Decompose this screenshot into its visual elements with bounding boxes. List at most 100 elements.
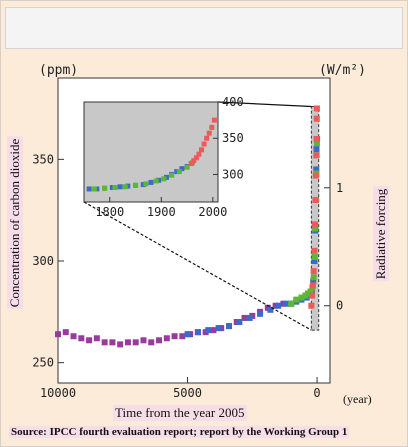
data-point-green [310,274,317,281]
inset-data-point-green [91,186,97,192]
inset-data-point-red [201,141,207,147]
inset-data-point-red [211,117,217,123]
inset-data-point-green [161,176,167,182]
inset-y-tick-label: 400 [222,95,244,109]
header-box [5,7,403,49]
inset-data-point-red [206,130,212,136]
inset-data-point-blue [179,166,185,172]
data-point-green [307,288,314,295]
inset-data-point-red [199,147,205,153]
inset-data-point-green [184,164,190,170]
data-point-green [293,296,300,303]
inset-data-point-blue [163,174,169,180]
data-point-blue [267,306,274,313]
inset-data-point-red [209,124,215,130]
data-point-purple [132,339,139,346]
data-point-blue [246,314,253,321]
data-point-blue [236,319,243,325]
inset-data-point-blue [140,182,146,188]
x-axis-unit: (year) [343,392,372,406]
inset-y-tick-label: 350 [222,131,244,145]
zoom-line-bottom [83,201,312,331]
highlight-band [310,105,320,331]
data-point-red [313,152,320,159]
inset-data-point-green [112,185,118,191]
data-point-red [311,221,318,228]
x-tick-label: 0 [313,386,320,400]
data-point-red [313,115,320,122]
data-point-purple [78,335,85,342]
data-point-blue [313,166,320,173]
inset-x-tick-label: 1900 [147,205,176,219]
data-point-red [309,292,316,299]
data-point-blue [257,310,264,317]
data-point-blue [313,146,320,153]
data-point-purple [62,329,69,336]
data-point-green [298,294,305,301]
inset-data-point-green [176,169,182,175]
inset-data-point-red [193,155,199,161]
data-point-purple [70,333,77,340]
inset-data-point-green [122,184,128,190]
inset-data-point-blue [174,169,180,175]
data-point-purple [156,337,163,344]
data-point-blue [275,302,282,309]
inset-data-point-blue [117,184,123,190]
data-point-purple [55,331,61,338]
inset-data-point-red [196,151,202,157]
y-right-tick-label: 0 [336,299,343,313]
y-tick-label: 300 [32,254,54,268]
data-point-red [310,268,317,275]
data-point-blue [310,278,317,285]
data-point-green [288,300,295,307]
data-point-purple [140,337,147,344]
data-point-purple [171,333,178,340]
data-point-purple [163,335,170,342]
data-point-red [309,282,316,289]
inset-x-tick-label: 2000 [198,205,227,219]
data-point-purple [179,333,186,340]
inset-data-point-green [169,172,175,178]
data-point-red [312,197,319,203]
data-point-blue [194,329,201,336]
source-note: Source: IPCC fourth evaluation report; r… [9,426,350,438]
inset-data-point-red [188,161,194,167]
data-point-blue [205,327,212,334]
inset-data-point-green [102,185,108,191]
inset-data-point-blue [109,185,115,191]
data-point-purple [117,341,124,348]
data-point-blue [215,325,222,332]
inset-data-point-green [143,181,149,187]
x-axis-title: Time from the year 2005 [113,405,247,421]
data-point-blue [311,258,318,264]
inset-plot-area [83,101,219,203]
inset-data-point-red [204,135,210,141]
zoom-line-top [217,101,312,108]
inset-data-point-blue [125,183,131,189]
data-point-red [311,247,318,254]
data-point-purple [93,335,100,342]
data-point-purple [148,339,155,346]
data-point-blue [282,300,289,307]
data-point-purple [109,339,116,346]
inset-x-tick-label: 1800 [95,205,124,219]
inset-data-point-blue [156,177,162,183]
data-point-purple [210,327,217,334]
data-point-purple [124,339,131,346]
data-point-blue [184,331,191,338]
data-point-purple [241,314,248,321]
inset-data-point-green [153,178,159,184]
data-point-green [313,140,320,147]
data-point-red [313,136,320,142]
data-point-blue [225,323,232,330]
y-axis-unit-left: (ppm) [39,63,79,78]
inset-data-point-blue [94,186,100,192]
data-point-purple [86,337,93,344]
x-tick-label: 10000 [40,386,76,400]
inset-data-point-blue [86,186,92,192]
inset-data-point-blue [148,179,154,185]
inset-data-point-red [191,158,197,164]
data-point-red [308,302,315,309]
inset-data-point-green [133,182,139,188]
